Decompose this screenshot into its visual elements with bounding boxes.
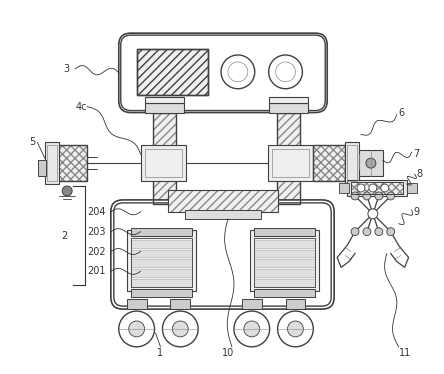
Circle shape: [221, 55, 255, 89]
Bar: [131, 237, 192, 287]
Text: 5: 5: [29, 137, 36, 147]
Bar: [250, 230, 319, 291]
Bar: [268, 145, 313, 181]
Bar: [145, 149, 182, 177]
Text: 4c: 4c: [75, 102, 87, 111]
Circle shape: [375, 228, 383, 236]
Bar: [145, 96, 184, 102]
Circle shape: [351, 228, 359, 236]
Circle shape: [363, 192, 371, 200]
Circle shape: [369, 184, 377, 192]
Circle shape: [234, 311, 270, 347]
Bar: [254, 237, 315, 287]
Circle shape: [366, 158, 376, 168]
Bar: [254, 260, 315, 267]
Bar: [339, 183, 349, 193]
Text: 11: 11: [399, 348, 411, 358]
Bar: [359, 150, 383, 176]
Circle shape: [368, 209, 378, 219]
Circle shape: [62, 186, 72, 196]
Bar: [313, 145, 345, 181]
Circle shape: [363, 228, 371, 236]
Text: 9: 9: [413, 207, 420, 217]
Bar: [269, 96, 308, 102]
Bar: [254, 228, 315, 236]
Bar: [141, 145, 186, 181]
Bar: [254, 279, 315, 287]
FancyBboxPatch shape: [119, 33, 327, 113]
FancyBboxPatch shape: [121, 35, 325, 111]
Bar: [48, 145, 57, 181]
Bar: [145, 102, 184, 113]
Bar: [185, 210, 261, 219]
Bar: [127, 299, 147, 309]
Circle shape: [119, 311, 155, 347]
Bar: [407, 183, 416, 193]
Circle shape: [278, 311, 313, 347]
Text: 10: 10: [222, 348, 234, 358]
Circle shape: [387, 192, 395, 200]
Bar: [131, 260, 192, 267]
Circle shape: [387, 228, 395, 236]
Text: 8: 8: [416, 169, 423, 179]
Bar: [55, 145, 87, 181]
Circle shape: [375, 192, 383, 200]
Bar: [351, 182, 403, 194]
Bar: [242, 299, 262, 309]
Circle shape: [351, 192, 359, 200]
Bar: [254, 289, 315, 297]
Circle shape: [172, 321, 188, 337]
Bar: [127, 230, 196, 291]
Text: 1: 1: [157, 348, 163, 358]
Circle shape: [163, 311, 198, 347]
Bar: [55, 145, 87, 181]
Text: 2: 2: [61, 231, 67, 240]
Bar: [170, 299, 190, 309]
Bar: [153, 113, 176, 204]
Bar: [45, 142, 59, 184]
Bar: [168, 190, 278, 212]
Bar: [131, 249, 192, 257]
Text: 203: 203: [87, 227, 106, 237]
Bar: [137, 49, 208, 95]
Bar: [269, 102, 308, 113]
Bar: [38, 160, 46, 176]
Bar: [131, 269, 192, 278]
Text: 7: 7: [413, 149, 420, 159]
Text: 204: 204: [87, 207, 106, 217]
Bar: [277, 113, 301, 204]
Bar: [137, 49, 208, 95]
Bar: [351, 182, 403, 194]
Bar: [131, 289, 192, 297]
Bar: [254, 240, 315, 248]
Text: 6: 6: [399, 108, 405, 117]
FancyBboxPatch shape: [114, 203, 331, 306]
Text: 201: 201: [87, 266, 106, 276]
Bar: [272, 149, 309, 177]
Bar: [313, 145, 345, 181]
Bar: [277, 113, 301, 204]
Bar: [131, 228, 192, 236]
Bar: [347, 145, 357, 181]
Bar: [131, 240, 192, 248]
Bar: [168, 190, 278, 212]
Bar: [285, 299, 305, 309]
Circle shape: [269, 55, 302, 89]
Circle shape: [288, 321, 303, 337]
Circle shape: [244, 321, 260, 337]
Text: 3: 3: [63, 64, 69, 74]
Bar: [345, 142, 359, 184]
Text: 202: 202: [87, 246, 106, 257]
Circle shape: [129, 321, 145, 337]
Bar: [131, 279, 192, 287]
Circle shape: [381, 184, 389, 192]
Bar: [153, 113, 176, 204]
Bar: [254, 249, 315, 257]
Bar: [347, 180, 407, 196]
Bar: [254, 269, 315, 278]
FancyBboxPatch shape: [111, 200, 334, 309]
Circle shape: [357, 184, 365, 192]
